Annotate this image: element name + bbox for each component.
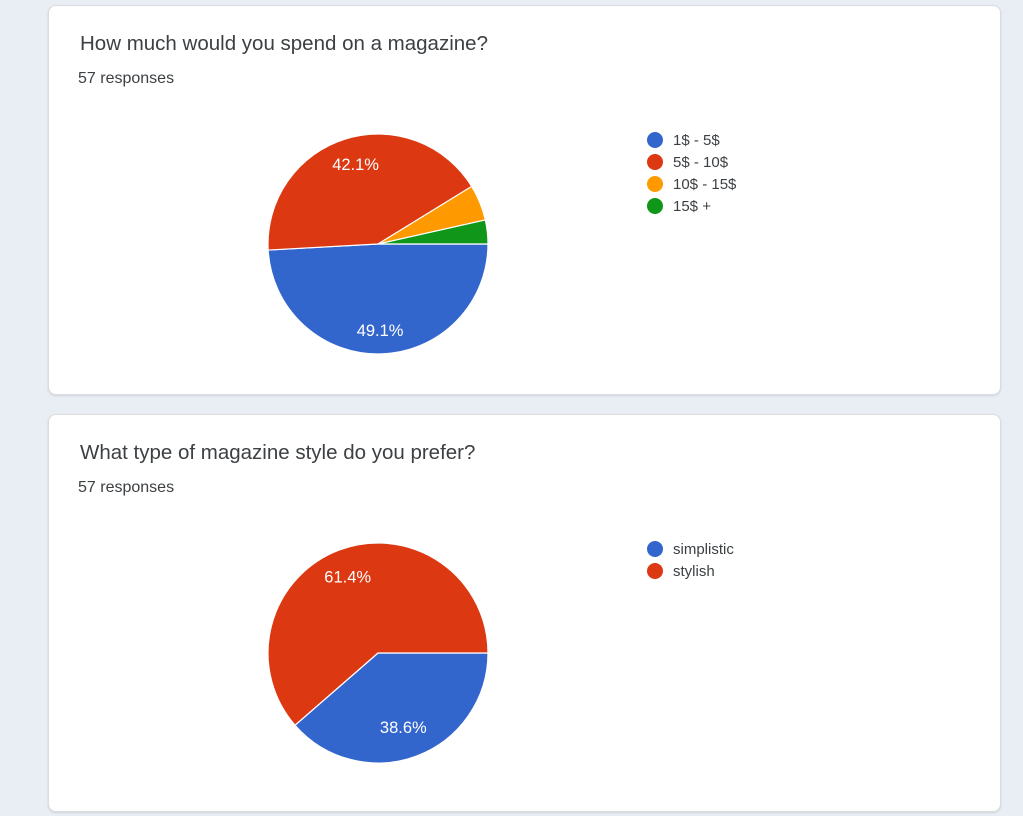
svg-text:42.1%: 42.1%: [332, 156, 379, 174]
svg-text:61.4%: 61.4%: [324, 568, 371, 586]
svg-text:49.1%: 49.1%: [357, 322, 404, 340]
svg-text:38.6%: 38.6%: [380, 719, 427, 737]
